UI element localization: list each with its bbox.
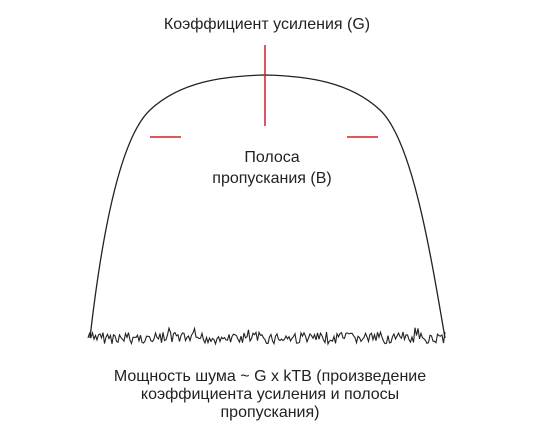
- gain-label: Коэффициент усиления (G): [164, 16, 370, 33]
- bandwidth-label-line: пропускания (B): [212, 170, 331, 187]
- noise-label-line: Мощность шума ~ G x kTB (произведение: [114, 368, 426, 385]
- bandwidth-label-line: Полоса: [244, 149, 299, 166]
- gain-curve: [89, 74, 446, 339]
- noise-label-line: коэффициента усиления и полосы: [141, 386, 399, 403]
- noise-floor: [87, 326, 446, 346]
- noise-label-line: пропускания): [221, 404, 320, 421]
